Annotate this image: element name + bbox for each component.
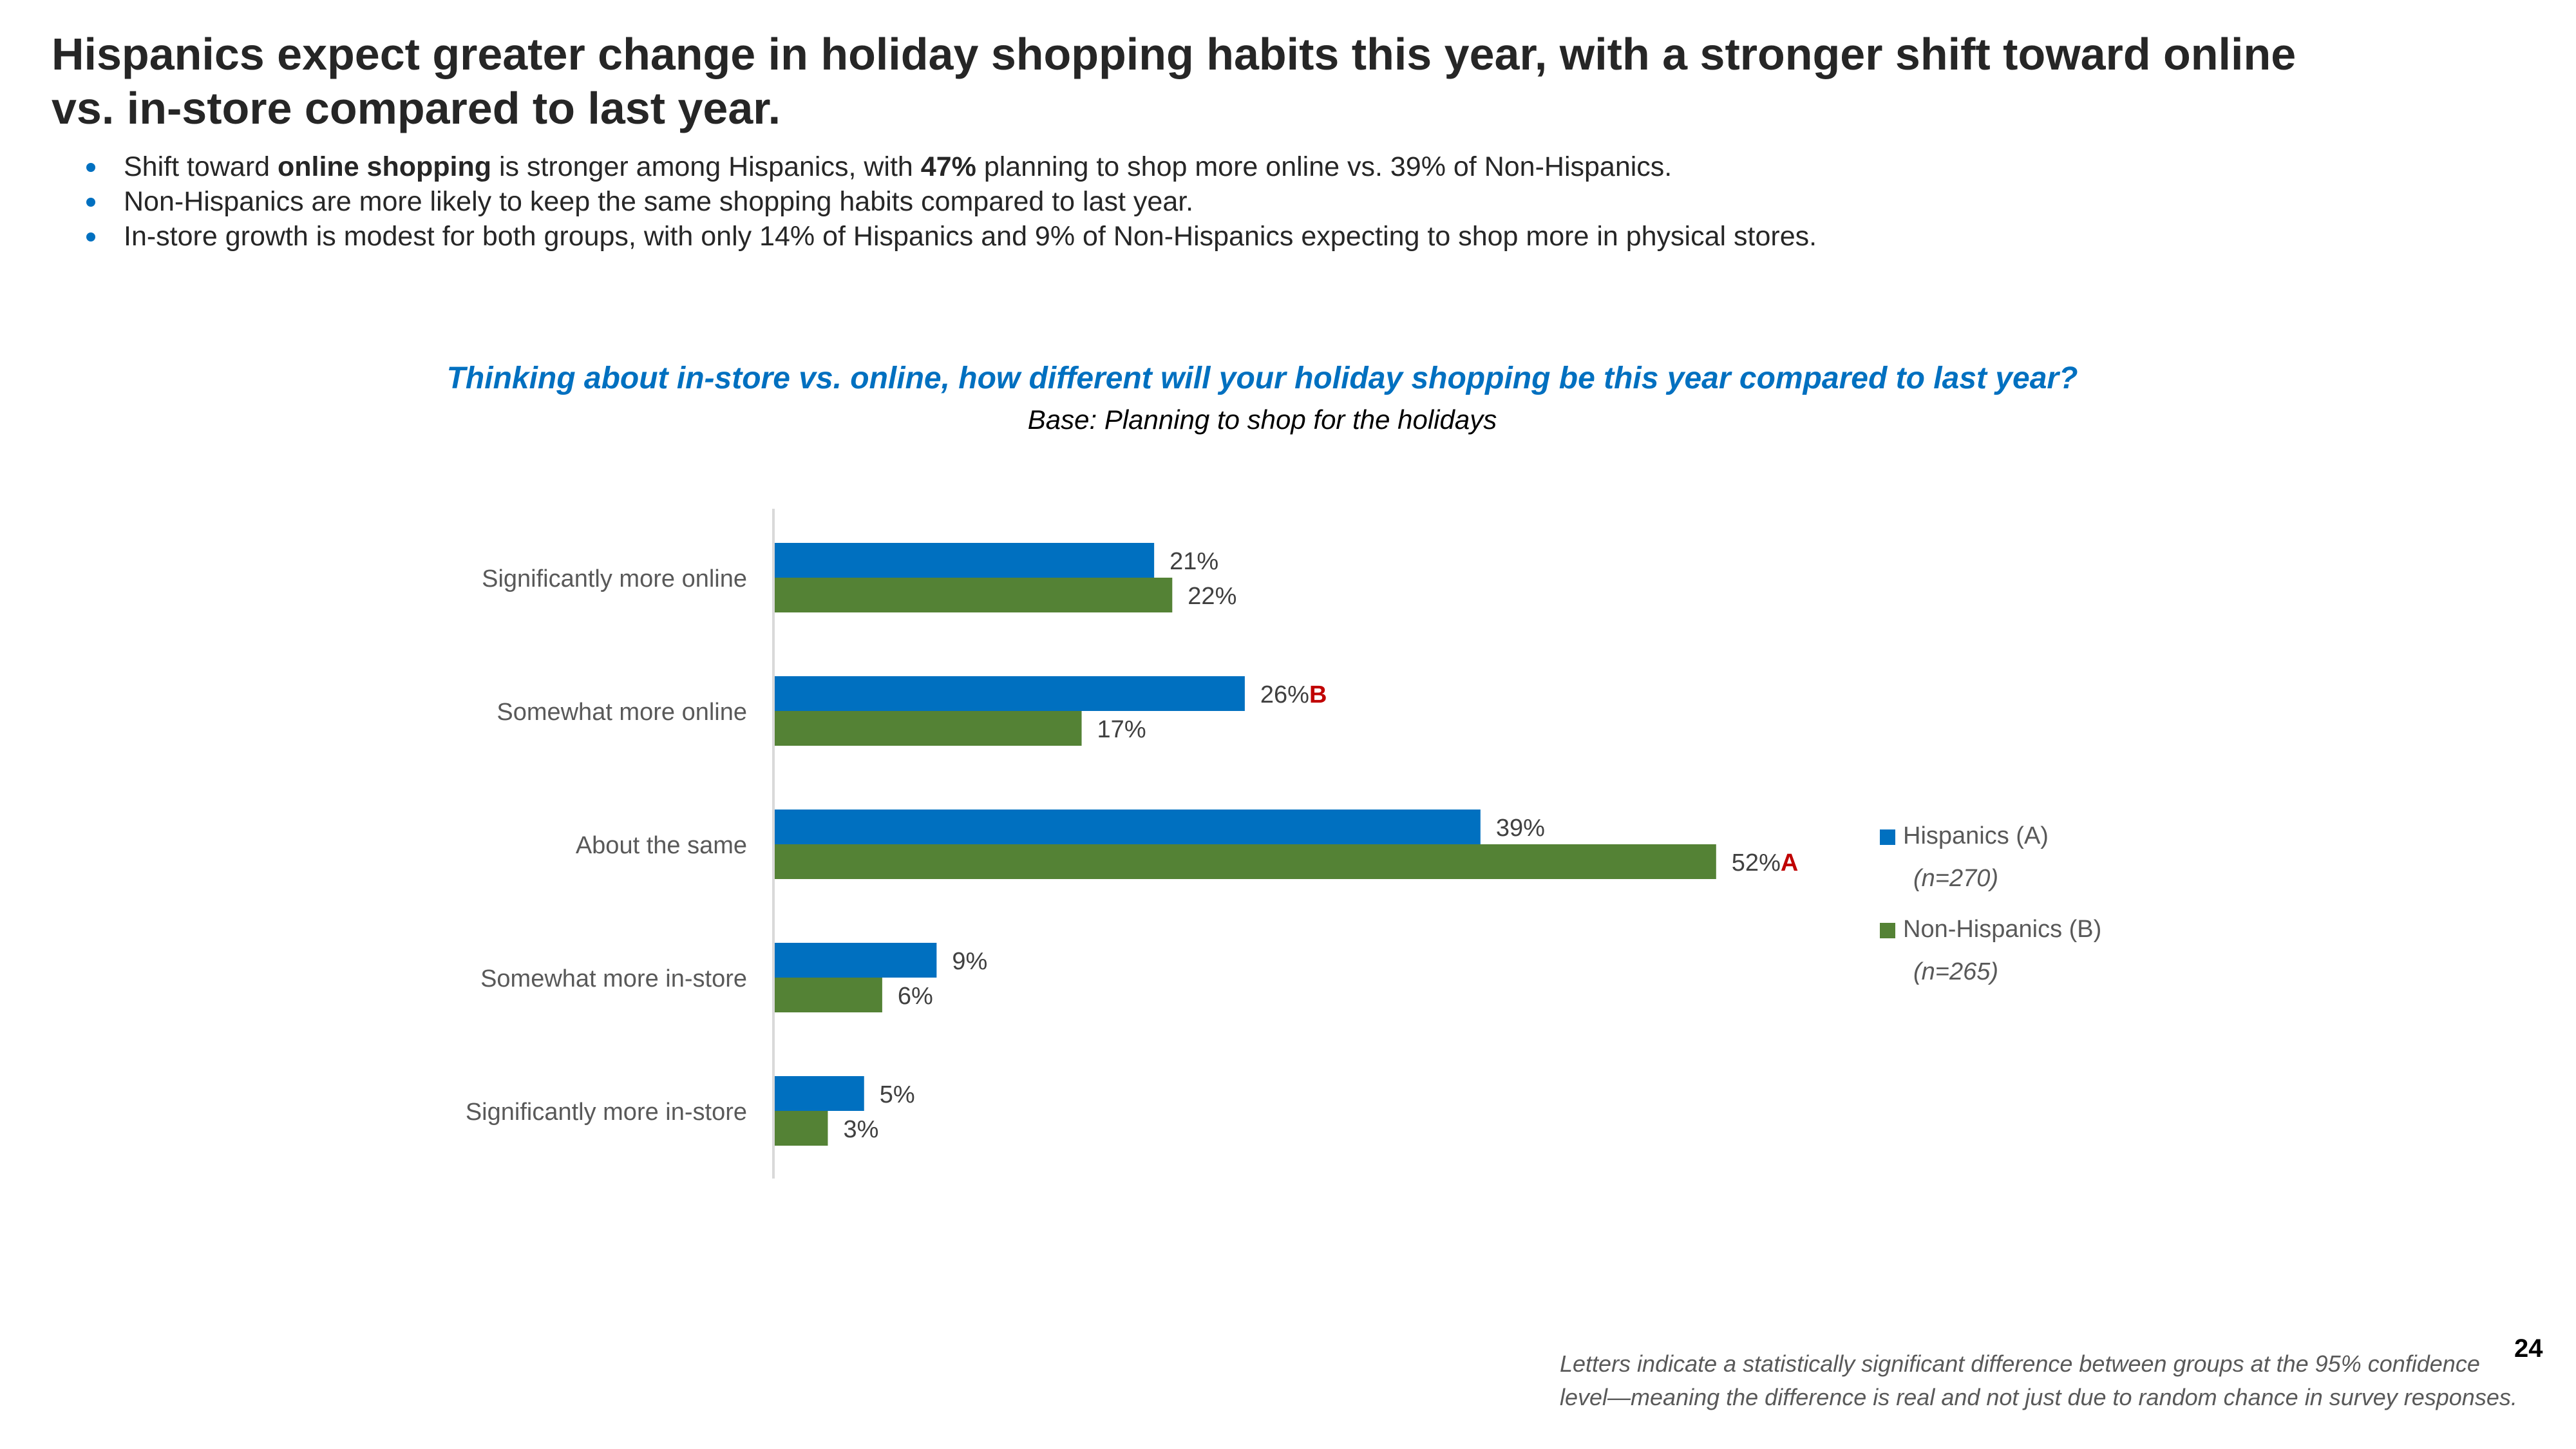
category-label: About the same	[576, 832, 747, 859]
data-label-value: 5%	[880, 1081, 915, 1108]
bar-non-hispanics	[773, 978, 882, 1012]
data-label-value: 6%	[898, 983, 933, 1010]
data-label: 26%B	[1260, 681, 1327, 708]
bullet-emphasis: online shopping	[278, 151, 492, 182]
bar-non-hispanics	[773, 844, 1716, 879]
bar-hispanics	[773, 543, 1155, 578]
bullet-emphasis: 47%	[920, 151, 976, 182]
footnote: Letters indicate a statistically signifi…	[1560, 1350, 2517, 1410]
bullet-item: Non-Hispanics are more likely to keep th…	[84, 184, 1817, 219]
data-label: 52%A	[1732, 849, 1799, 876]
data-label-value: 3%	[843, 1116, 878, 1143]
bar-hispanics	[773, 943, 937, 978]
legend-sample-size: (n=270)	[1913, 865, 1998, 892]
data-label-value: 22%	[1188, 583, 1236, 610]
bar-hispanics	[773, 810, 1481, 844]
bar-hispanics	[773, 676, 1245, 711]
legend-marker-hispanics	[1880, 829, 1895, 845]
significance-marker: B	[1309, 681, 1327, 708]
bar-non-hispanics	[773, 578, 1173, 612]
bar-non-hispanics	[773, 711, 1082, 746]
data-label: 6%	[898, 983, 933, 1010]
bullet-item: In-store growth is modest for both group…	[84, 219, 1817, 254]
data-label-value: 21%	[1170, 548, 1218, 575]
bar-non-hispanics	[773, 1111, 828, 1146]
legend-marker-non-hispanics	[1880, 923, 1895, 938]
key-findings-list: Shift toward online shopping is stronger…	[84, 149, 1817, 254]
bullet-dot-icon	[86, 163, 95, 172]
legend-label: Non-Hispanics (B)	[1903, 916, 2101, 943]
chart-base: Base: Planning to shop for the holidays	[1027, 404, 1497, 435]
data-label-value: 9%	[952, 948, 987, 975]
legend-label: Hispanics (A)	[1903, 822, 2049, 849]
data-label: 17%	[1097, 716, 1146, 743]
category-label: Significantly more in-store	[466, 1099, 747, 1126]
bar-hispanics	[773, 1076, 864, 1111]
data-label: 21%	[1170, 548, 1218, 575]
data-label-value: 52%	[1732, 849, 1781, 876]
bullet-text: planning to shop more online vs. 39% of …	[976, 151, 1672, 182]
data-label: 3%	[843, 1116, 878, 1143]
data-label-value: 17%	[1097, 716, 1146, 743]
bullet-item: Shift toward online shopping is stronger…	[84, 149, 1817, 184]
bullet-text: In-store growth is modest for both group…	[124, 221, 1817, 252]
data-label: 9%	[952, 948, 987, 975]
category-label: Somewhat more in-store	[480, 965, 747, 992]
data-label: 5%	[880, 1081, 915, 1108]
data-label: 39%	[1496, 815, 1545, 842]
significance-marker: A	[1781, 849, 1798, 876]
page-number: 24	[2514, 1334, 2543, 1363]
category-label: Somewhat more online	[497, 699, 747, 726]
data-label-value: 39%	[1496, 815, 1545, 842]
data-label: 22%	[1188, 583, 1236, 610]
bullet-text: Non-Hispanics are more likely to keep th…	[124, 186, 1194, 217]
bullet-text: Shift toward	[124, 151, 278, 182]
bullet-dot-icon	[86, 198, 95, 207]
slide-title: Hispanics expect greater change in holid…	[52, 29, 2297, 133]
chart-question: Thinking about in-store vs. online, how …	[446, 361, 2078, 395]
legend-sample-size: (n=265)	[1913, 958, 1998, 985]
category-label: Significantly more online	[482, 565, 747, 592]
data-label-value: 26%	[1260, 681, 1309, 708]
bullet-text: is stronger among Hispanics, with	[491, 151, 921, 182]
bullet-dot-icon	[86, 232, 95, 242]
